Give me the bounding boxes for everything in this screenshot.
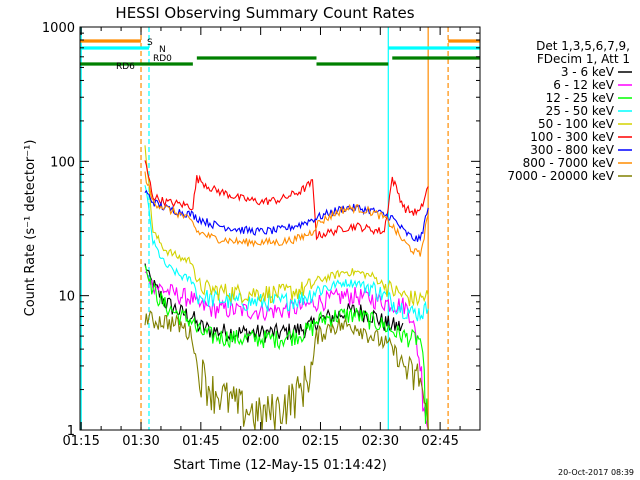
series-line-2: [144, 265, 429, 431]
plot-frame: [79, 26, 481, 431]
y-tick-label-3: 1000: [42, 21, 75, 36]
legend-label-8: 7000 - 20000 keV: [507, 169, 614, 183]
x-axis-label: Start Time (12-May-15 01:14:42): [173, 458, 387, 473]
legend-label-0: 3 - 6 keV: [561, 65, 615, 79]
legend-label-2: 12 - 25 keV: [546, 91, 615, 105]
x-tick-label-6: 02:45: [421, 434, 458, 449]
series-line-5: [144, 160, 429, 241]
y-tick-label-1: 10: [58, 290, 75, 305]
series-7: [144, 171, 429, 257]
axes-layer: 01:15 01:30 01:45 02:00 02:15 02:30 02:45 1 10 10…: [42, 21, 481, 449]
x-tick-label-5: 02:30: [362, 434, 399, 449]
legend-header-1: FDecim 1, Att 1: [537, 52, 630, 66]
series-line-3: [144, 185, 429, 322]
x-tick-label-2: 01:45: [182, 434, 219, 449]
legend-label-1: 6 - 12 keV: [553, 78, 615, 92]
series-line-1: [144, 271, 429, 431]
legend-label-3: 25 - 50 keV: [546, 104, 615, 118]
legend-label-6: 300 - 800 keV: [530, 143, 614, 157]
series-line-6: [144, 189, 429, 242]
series-1: [144, 271, 429, 431]
plot-area: [80, 27, 449, 431]
series-line-7: [144, 171, 429, 257]
x-tick-label-4: 02:15: [302, 434, 339, 449]
x-tick-label-0: 01:15: [62, 434, 99, 449]
series-3: [144, 185, 429, 322]
timestamp-label: 20-Oct-2017 08:39: [558, 468, 634, 477]
legend-label-4: 50 - 100 keV: [538, 117, 615, 131]
series-6: [144, 189, 429, 242]
legend: Det 1,3,5,6,7,9,FDecim 1, Att 13 - 6 keV…: [507, 39, 632, 183]
legend-header-0: Det 1,3,5,6,7,9,: [536, 39, 630, 53]
flag-label-saa: S: [147, 38, 153, 48]
series-line-4: [144, 145, 429, 307]
flag-label-rd6: RD6: [116, 62, 135, 72]
x-tick-label-1: 01:30: [122, 434, 159, 449]
x-tick-label-3: 02:00: [242, 434, 279, 449]
flag-label-night: N: [159, 45, 166, 55]
series-line-8: [144, 310, 429, 431]
legend-label-7: 800 - 7000 keV: [523, 156, 615, 170]
series-2: [144, 265, 429, 431]
y-tick-label-2: 100: [50, 155, 75, 170]
y-axis-label: Count Rate (s⁻¹ detector⁻¹): [23, 140, 38, 317]
flag-label-rd0: RD0: [153, 54, 172, 64]
legend-label-5: 100 - 300 keV: [530, 130, 614, 144]
y-tick-label-0: 1: [67, 424, 75, 439]
series-8: [144, 310, 429, 431]
series-4: [144, 145, 429, 307]
chart-title: HESSI Observing Summary Count Rates: [115, 4, 414, 22]
series-5: [144, 160, 429, 241]
